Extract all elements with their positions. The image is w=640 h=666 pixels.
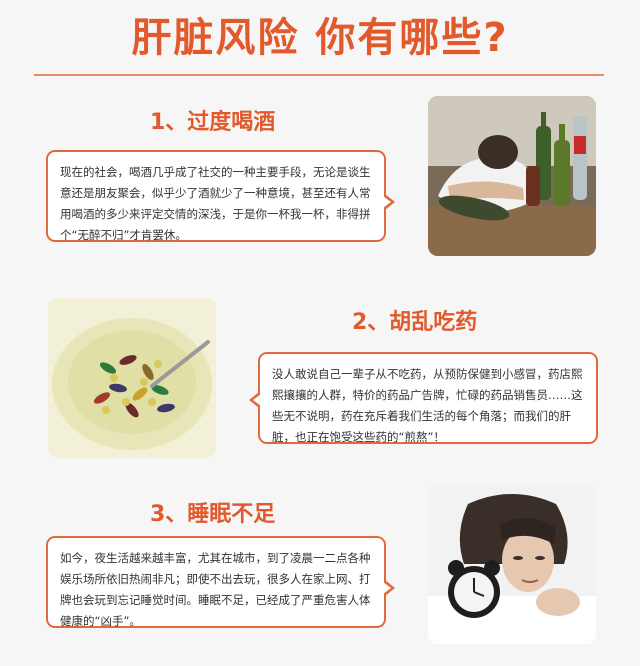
section-body-sleep: 如今，夜生活越来越丰富，尤其在城市，到了凌晨一二点各种娱乐场所依旧热闹非凡；即使… (60, 551, 371, 628)
section-text-medication: 没人敢说自己一辈子从不吃药，从预防保健到小感冒，药店熙熙攘攘的人群，特价的药品广… (249, 352, 598, 444)
section-heading-sleep: 3、睡眠不足 (150, 502, 276, 527)
title-divider (34, 74, 604, 76)
tired-woman-image (428, 484, 596, 644)
drunk-man-image (428, 96, 596, 256)
page-title: 肝脏风险 你有哪些? (131, 15, 509, 61)
section-heading-medication: 2、胡乱吃药 (352, 310, 478, 335)
section-body-medication: 没人敢说自己一辈子从不吃药，从预防保健到小感冒，药店熙熙攘攘的人群，特价的药品广… (272, 367, 583, 444)
section-text-sleep: 如今，夜生活越来越丰富，尤其在城市，到了凌晨一二点各种娱乐场所依旧热闹非凡；即使… (46, 536, 395, 628)
section-body-drinking: 现在的社会，喝酒几乎成了社交的一种主要手段，无论是谈生意还是朋友聚会，似乎少了酒… (60, 165, 371, 242)
section-text-drinking: 现在的社会，喝酒几乎成了社交的一种主要手段，无论是谈生意还是朋友聚会，似乎少了酒… (46, 150, 395, 242)
section-heading-drinking: 1、过度喝酒 (150, 110, 276, 135)
pills-bowl-image (48, 298, 216, 458)
